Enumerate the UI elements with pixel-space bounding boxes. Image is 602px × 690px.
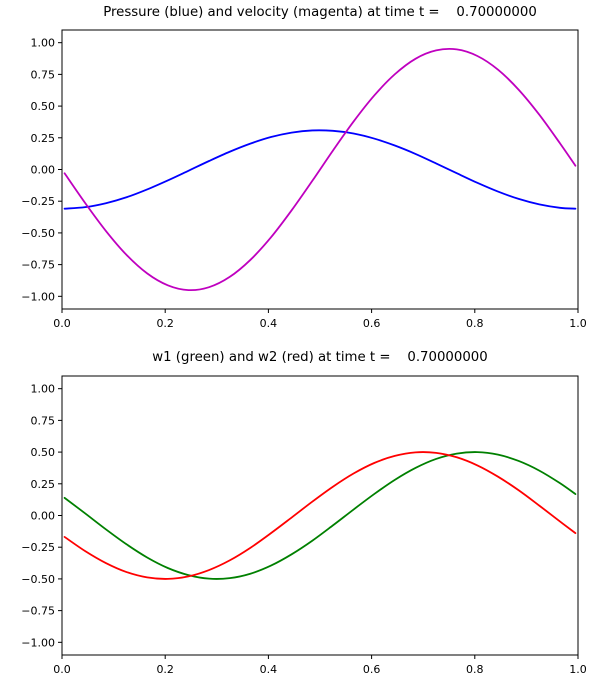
x-tick-label: 0.4 — [260, 663, 278, 676]
y-tick-label: 0.75 — [31, 68, 56, 81]
pressure-line — [63, 129, 577, 210]
x-tick-label: 1.0 — [569, 663, 587, 676]
axes-box — [61, 375, 579, 656]
x-tick-label: 0.8 — [466, 317, 484, 330]
x-tick-label: 0.6 — [363, 663, 381, 676]
y-tick-label: 0.50 — [31, 446, 56, 459]
x-tick-label: 0.2 — [156, 663, 174, 676]
y-tick-label: 0.00 — [31, 164, 56, 177]
bottom-plot-title: w1 (green) and w2 (red) at time t = 0.70… — [152, 350, 488, 365]
x-tick-label: 0.4 — [260, 317, 278, 330]
y-tick-label: 0.75 — [31, 414, 56, 427]
y-tick-label: −1.00 — [21, 636, 55, 649]
x-tick-label: 1.0 — [569, 317, 587, 330]
y-tick-label: 0.25 — [31, 478, 56, 491]
velocity-line — [63, 48, 577, 292]
y-tick-label: −0.50 — [21, 227, 55, 240]
axes-2: 0.0 0.2 0.4 0.6 0.8 1.0 1.00 0.75 0.50 0.25 0.00 −0… — [21, 375, 587, 676]
x-tick-label: 0.6 — [363, 317, 381, 330]
y-tick-label: 0.00 — [31, 510, 56, 523]
y-tick-label: 0.50 — [31, 100, 56, 113]
y-tick-label: 1.00 — [31, 383, 56, 396]
x-tick-label: 0.2 — [156, 317, 174, 330]
y-tick-label: −0.25 — [21, 541, 55, 554]
top-plot-title: Pressure (blue) and velocity (magenta) a… — [103, 5, 537, 20]
axes-1: 0.0 0.2 0.4 0.6 0.8 1.0 1.00 0.75 0.50 0.25 0.00 −0… — [21, 29, 587, 330]
x-tick-label: 0.0 — [53, 663, 71, 676]
w1-line — [63, 451, 577, 580]
x-tick-label: 0.0 — [53, 317, 71, 330]
y-tick-label: −0.50 — [21, 573, 55, 586]
y-tick-label: 0.25 — [31, 132, 56, 145]
y-tick-label: −1.00 — [21, 290, 55, 303]
y-tick-label: −0.75 — [21, 259, 55, 272]
w2-line — [63, 451, 577, 580]
y-tick-label: −0.75 — [21, 605, 55, 618]
x-tick-label: 0.8 — [466, 663, 484, 676]
axes-box — [61, 29, 579, 310]
y-tick-label: −0.25 — [21, 195, 55, 208]
y-tick-label: 1.00 — [31, 37, 56, 50]
